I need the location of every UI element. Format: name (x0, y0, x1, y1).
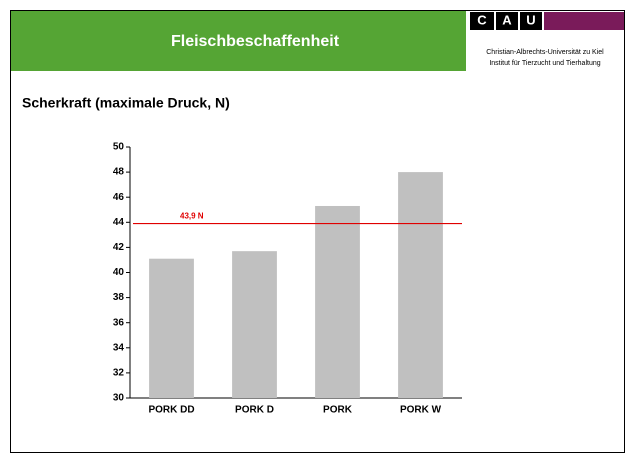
bar (232, 251, 277, 398)
y-tick-label: 44 (113, 217, 125, 228)
y-tick-label: 30 (113, 393, 125, 404)
y-tick-label: 34 (113, 342, 125, 353)
y-tick-label: 42 (113, 242, 125, 253)
logo-letter: U (526, 12, 535, 27)
bar (398, 172, 443, 398)
x-tick-label: PORK (323, 405, 353, 416)
header-bar (11, 11, 466, 71)
bar (315, 205, 360, 398)
x-tick-label: PORK DD (148, 405, 194, 416)
logo-letter: C (477, 12, 487, 27)
reference-label: 43,9 N (180, 212, 204, 221)
logo-box (520, 12, 542, 30)
logo-bar (544, 12, 624, 30)
y-tick-label: 40 (113, 267, 125, 278)
logo-box (470, 12, 494, 30)
header-title: Fleischbeschaffenheit (171, 33, 340, 50)
y-tick-label: 36 (113, 317, 125, 328)
y-tick-label: 38 (113, 292, 125, 303)
x-tick-label: PORK W (400, 405, 442, 416)
x-tick-label: PORK D (235, 405, 274, 416)
slide-frame (10, 10, 625, 453)
university-name: Christian-Albrechts-Universität zu Kiel (486, 49, 604, 56)
logo-letter: A (502, 12, 512, 27)
y-tick-label: 46 (113, 192, 125, 203)
institute-name: Institut für Tierzucht und Tierhaltung (489, 60, 600, 67)
bar (149, 258, 194, 398)
y-tick-label: 48 (113, 167, 125, 178)
y-tick-label: 50 (113, 142, 125, 153)
chart-title: Scherkraft (maximale Druck, N) (22, 95, 230, 111)
y-tick-label: 32 (113, 368, 125, 379)
logo-box (496, 12, 518, 30)
